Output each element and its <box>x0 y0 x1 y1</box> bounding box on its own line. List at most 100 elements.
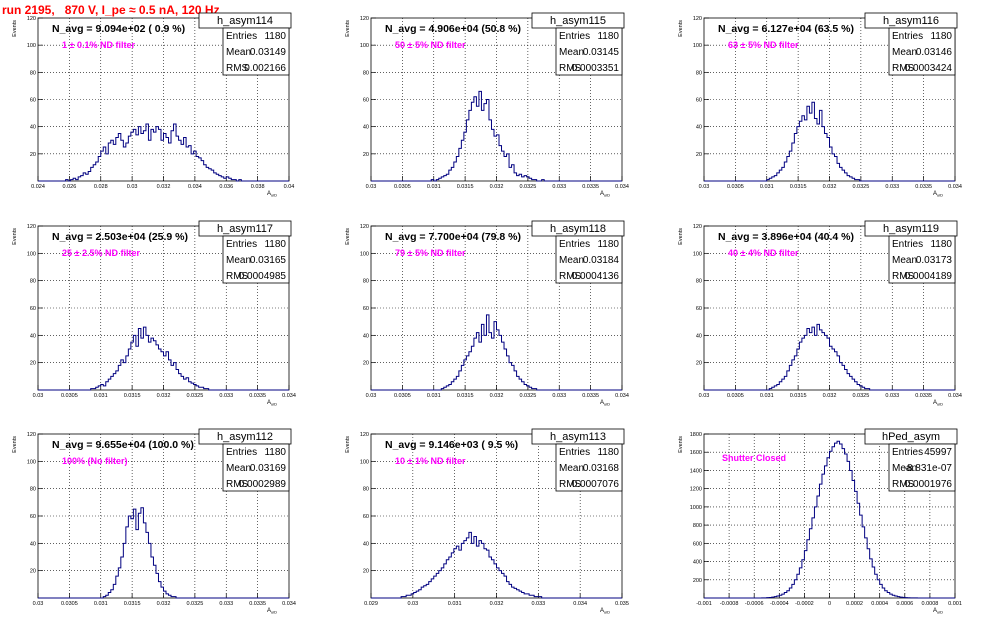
x-tick-label: -0.001 <box>696 601 712 607</box>
histogram-line <box>371 531 622 599</box>
x-tick-label: 0.028 <box>94 184 108 190</box>
x-tick-label: 0.034 <box>188 184 202 190</box>
stats-value: 0.0001976 <box>905 479 953 490</box>
x-tick-label: 0.0315 <box>457 184 474 190</box>
x-tick-label: 0.03 <box>366 393 377 399</box>
panel-h_asym118: 0.03 0.0305 0.031 0.0315 0.032 0.0325 0.033 0.0… <box>345 220 629 407</box>
stats-label: Entries <box>559 447 590 458</box>
stats-box <box>222 27 290 76</box>
stats-label: Entries <box>226 239 257 250</box>
panel-h_asym117: 0.03 0.0305 0.031 0.0315 0.032 0.0325 0.033 0.0… <box>12 220 296 407</box>
y-tick-label: 600 <box>693 541 702 547</box>
navg-label: N_avg = 3.896e+04 (40.4 %) <box>718 231 854 243</box>
x-tick-label: 0.03 <box>33 601 44 607</box>
y-tick-label: 20 <box>363 569 369 575</box>
x-tick-label: 0.0305 <box>727 393 744 399</box>
y-tick-label: 20 <box>363 152 369 158</box>
stats-value: 0.0004136 <box>572 271 620 282</box>
stats-value: 0.03146 <box>916 47 953 58</box>
y-tick-label: 60 <box>30 514 36 520</box>
x-tick-label: 0.032 <box>823 393 837 399</box>
x-tick-label: 0.032 <box>490 184 504 190</box>
filter-note: 79 ± 5% ND filter <box>395 248 466 258</box>
panel-h_asym115: 0.03 0.0305 0.031 0.0315 0.032 0.0325 0.033 0.0… <box>345 12 629 198</box>
x-tick-label: 0.0325 <box>186 601 203 607</box>
stats-label: Entries <box>226 447 257 458</box>
stats-label: Mean <box>892 463 917 474</box>
x-tick-label: 0.033 <box>219 393 233 399</box>
x-axis-label: AuiD <box>267 608 277 615</box>
x-tick-label: 0.03 <box>366 184 377 190</box>
stats-label: Mean <box>226 47 251 58</box>
stats-value: 1180 <box>597 239 619 250</box>
x-axis-label: AuiD <box>600 191 610 198</box>
y-tick-label: 40 <box>30 125 36 131</box>
y-tick-label: 60 <box>30 98 36 104</box>
x-tick-label: 0.03 <box>127 184 138 190</box>
x-tick-label: 0.0315 <box>790 184 807 190</box>
x-tick-label: 0.0305 <box>61 393 78 399</box>
y-tick-label: 1200 <box>690 487 702 493</box>
x-axis-label: AuiD <box>267 191 277 198</box>
y-tick-label: 60 <box>363 98 369 104</box>
stats-label: RMS <box>226 63 249 74</box>
y-tick-label: 60 <box>363 306 369 312</box>
x-tick-label: 0.026 <box>62 184 76 190</box>
stats-value: 1180 <box>597 447 619 458</box>
stats-label: Mean <box>226 463 251 474</box>
x-tick-label: 0.034 <box>282 601 296 607</box>
navg-label: N_avg = 9.146e+03 ( 9.5 %) <box>385 439 518 451</box>
stats-label: Entries <box>892 31 923 42</box>
y-tick-label: 1400 <box>690 468 702 474</box>
x-tick-label: 0.0335 <box>915 393 932 399</box>
stats-box <box>888 235 956 284</box>
stats-label: Mean <box>226 255 251 266</box>
y-tick-label: 100 <box>360 251 369 257</box>
stats-label: Entries <box>559 31 590 42</box>
stats-value: 1180 <box>264 447 286 458</box>
y-tick-label: 120 <box>360 432 369 438</box>
y-tick-label: 20 <box>30 569 36 575</box>
stats-label: RMS <box>559 271 582 282</box>
stats-value: 0.0003351 <box>572 63 620 74</box>
stats-label: RMS <box>559 63 582 74</box>
y-tick-label: 400 <box>693 560 702 566</box>
y-tick-label: 80 <box>696 70 702 76</box>
x-tick-label: 0.0315 <box>457 393 474 399</box>
y-tick-label: 120 <box>27 16 36 22</box>
stats-box <box>888 443 956 492</box>
histogram-title: h_asym117 <box>217 223 273 235</box>
stats-box <box>555 27 623 76</box>
stats-value: 0.03168 <box>583 463 620 474</box>
stats-value: 1180 <box>264 239 286 250</box>
y-tick-label: 40 <box>696 333 702 339</box>
y-tick-label: 1800 <box>690 432 702 438</box>
panel-h_asym112: 0.03 0.0305 0.031 0.0315 0.032 0.0325 0.033 0.0… <box>12 428 296 615</box>
stats-value: -8.831e-07 <box>904 463 953 474</box>
x-tick-label: 0.0335 <box>582 184 599 190</box>
panel-hPed_asym: -0.001 -0.0008 -0.0006 -0.0004 -0.0002 0 0.000… <box>678 428 962 615</box>
histogram-line <box>38 507 289 599</box>
histogram-title: h_asym114 <box>217 15 273 27</box>
x-tick-label: 0.033 <box>219 601 233 607</box>
y-tick-label: 60 <box>696 306 702 312</box>
stats-value: 0.03184 <box>583 255 620 266</box>
x-tick-label: 0.0325 <box>186 393 203 399</box>
x-tick-label: 0.035 <box>615 601 629 607</box>
stats-value: 0.03149 <box>250 47 287 58</box>
x-tick-label: 0.034 <box>615 393 629 399</box>
stats-label: RMS <box>226 271 249 282</box>
navg-label: N_avg = 7.700e+04 (79.8 %) <box>385 231 521 243</box>
x-tick-label: 0.031 <box>448 601 462 607</box>
y-axis-label: Events <box>345 20 351 37</box>
x-tick-label: 0.0008 <box>921 601 938 607</box>
histogram-title: h_asym119 <box>883 223 939 235</box>
x-tick-label: 0.032 <box>157 184 171 190</box>
stats-label: RMS <box>892 63 915 74</box>
stats-box <box>555 235 623 284</box>
stats-value: 0.03169 <box>250 463 287 474</box>
histogram-line <box>38 326 289 391</box>
y-axis-label: Events <box>678 436 684 453</box>
stats-value: 45997 <box>924 447 952 458</box>
